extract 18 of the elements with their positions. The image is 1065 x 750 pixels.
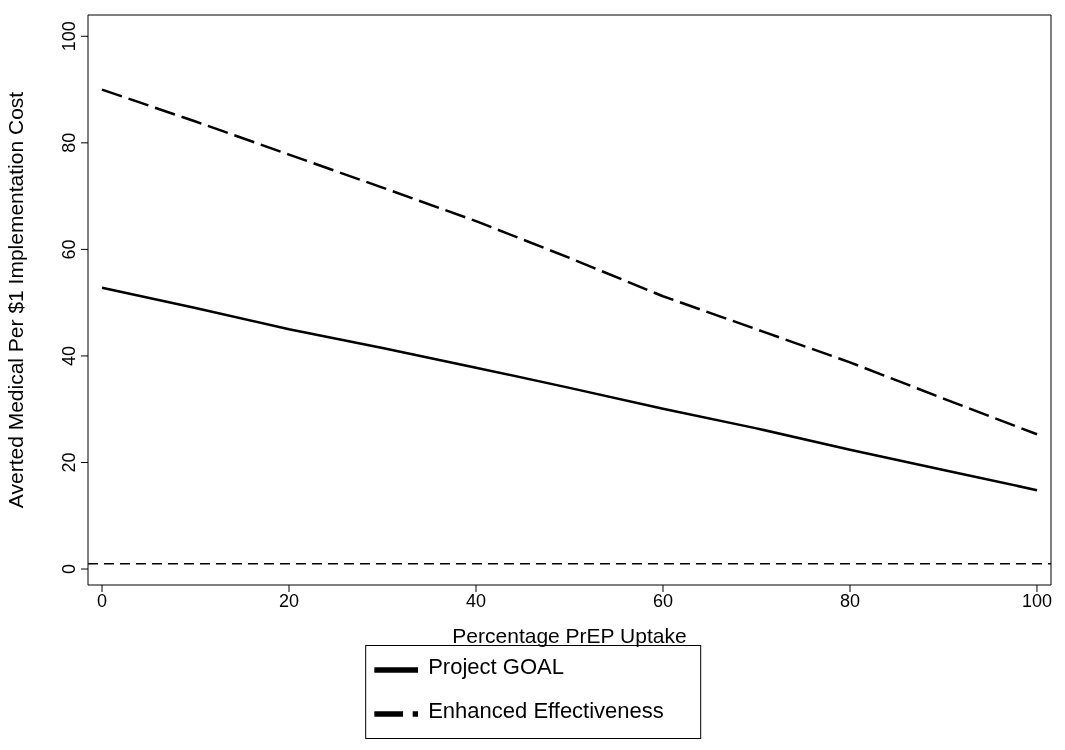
x-tick-label: 60 <box>652 590 674 611</box>
y-tick-label: 80 <box>59 132 79 153</box>
y-tick-label: 0 <box>59 564 79 575</box>
line-series <box>100 286 1039 492</box>
y-tick-label: 100 <box>59 21 79 52</box>
x-tick-label: 80 <box>839 590 860 611</box>
legend-label: Project GOAL <box>428 654 564 680</box>
x-tick-label: 40 <box>465 590 487 611</box>
x-tick-label: 20 <box>279 590 300 611</box>
y-axis-title: Averted Medical Per $1 Implementation Cost <box>4 91 28 509</box>
y-tick-label: 20 <box>59 452 79 473</box>
x-axis-title: Percentage PrEP Uptake <box>452 624 687 647</box>
y-tick-label: 60 <box>59 239 79 260</box>
y-tick-label: 40 <box>59 345 79 366</box>
legend-label: Enhanced Effectiveness <box>428 698 664 724</box>
x-tick-label: 100 <box>1021 590 1052 611</box>
x-tick-label: 0 <box>97 590 108 611</box>
line-series <box>100 88 1039 436</box>
